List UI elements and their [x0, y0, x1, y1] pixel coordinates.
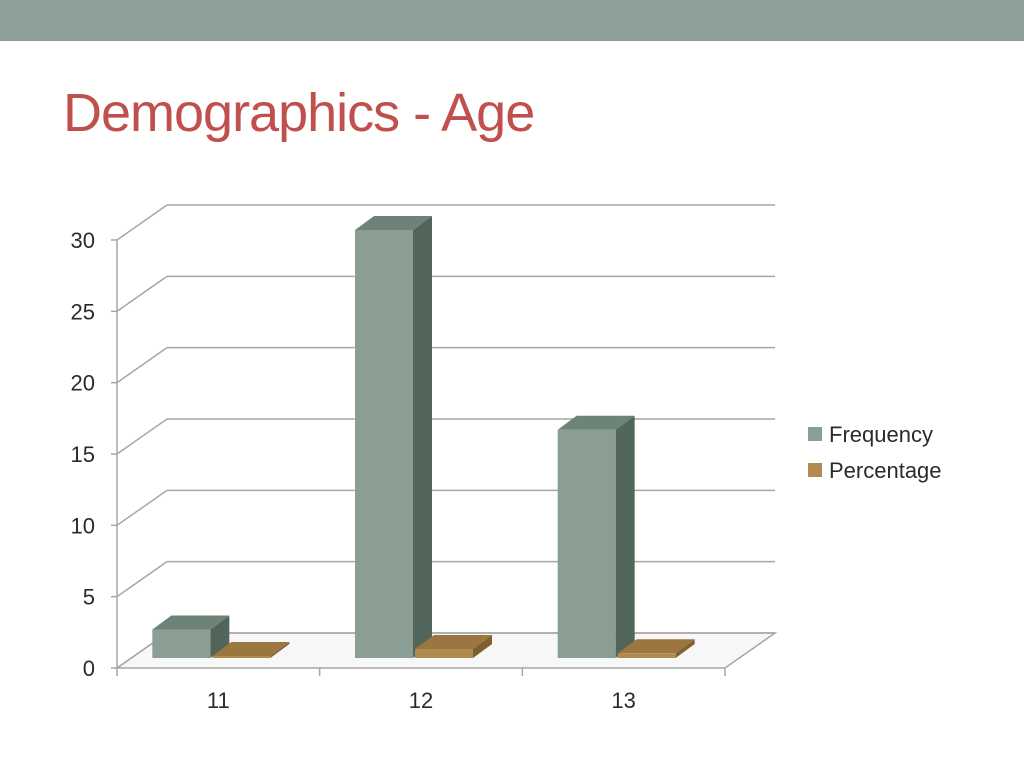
gridline-diagonal — [116, 275, 168, 312]
bar-frequency-11 — [152, 615, 230, 658]
legend-label-percentage: Percentage — [829, 458, 942, 483]
bar-percentage-11 — [212, 642, 290, 658]
bar-front — [415, 649, 473, 658]
gridline-diagonal — [116, 561, 168, 598]
bar-front — [557, 429, 616, 658]
bar-front — [152, 629, 211, 658]
bar-side — [270, 642, 290, 658]
chart-legend: Frequency Percentage — [808, 422, 942, 483]
bar-top — [415, 635, 492, 650]
bar-side — [413, 216, 432, 658]
bar-top — [152, 615, 230, 630]
x-tick-label: 11 — [207, 688, 230, 713]
bar-top — [617, 639, 695, 654]
bar-side — [473, 635, 492, 658]
bar-frequency-13 — [557, 415, 635, 658]
y-axis-ticks: 0 5 10 15 20 25 30 — [71, 228, 117, 681]
bar-front — [355, 230, 413, 658]
x-axis: 11 12 13 — [116, 668, 726, 713]
y-tick-label: 20 — [71, 371, 95, 396]
top-accent-bar — [0, 0, 1024, 41]
slide-title: Demographics - Age — [63, 83, 535, 143]
bar-side — [615, 415, 635, 658]
y-tick-label: 30 — [71, 228, 95, 253]
gridline-diagonal — [116, 489, 168, 526]
bar-frequency-12 — [355, 216, 432, 658]
y-tick-label: 5 — [83, 585, 95, 610]
y-tick-label: 10 — [71, 513, 95, 538]
y-tick-label: 25 — [71, 299, 95, 324]
chart-walls — [114, 240, 778, 669]
gridline-diagonal — [116, 204, 168, 241]
y-tick-label: 15 — [71, 442, 95, 467]
legend-swatch-percentage — [808, 463, 822, 477]
bar-percentage-12 — [415, 635, 492, 658]
bar-top — [212, 642, 290, 656]
gridline-diagonal — [116, 418, 168, 455]
x-tick-label: 13 — [611, 688, 635, 713]
chart-gridlines — [116, 204, 775, 669]
gridline-diagonal — [116, 347, 168, 384]
bar-top — [557, 415, 635, 430]
legend-swatch-frequency — [808, 427, 822, 441]
bar-top — [355, 216, 432, 230]
bar-percentage-13 — [617, 639, 695, 658]
chart-bars — [152, 216, 695, 658]
bar-front — [617, 653, 676, 658]
bar-side — [675, 639, 695, 658]
x-tick-label: 12 — [409, 688, 433, 713]
y-tick-label: 0 — [83, 656, 95, 681]
bar-front — [212, 656, 271, 658]
legend-label-frequency: Frequency — [829, 422, 933, 447]
